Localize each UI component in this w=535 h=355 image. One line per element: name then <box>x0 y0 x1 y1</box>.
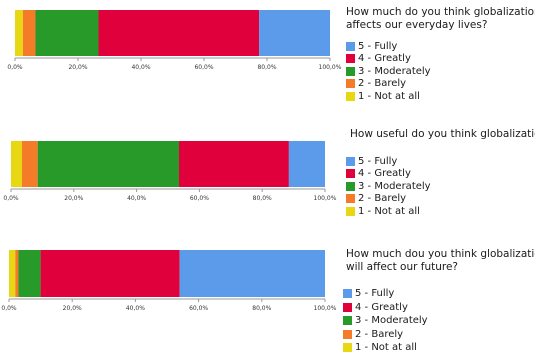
legend-item-5-fully: 5 - Fully <box>346 155 431 168</box>
legend-label: 5 - Fully <box>358 40 398 52</box>
x-tick-label: 100,0% <box>314 195 337 202</box>
x-tick-label: 0,0% <box>7 64 23 71</box>
legend-item-5-fully: 5 - Fully <box>343 287 428 301</box>
legend-label: 2 - Barely <box>355 328 404 340</box>
x-tick-label: 100,0% <box>314 305 337 312</box>
legend-label: 4 - Greatly <box>358 168 411 180</box>
legend-1: 5 - Fully 4 - Greatly 3 - Moderately 2 - Ba… <box>346 40 431 103</box>
legend-label: 1 - Not at all <box>358 90 420 102</box>
legend-2: 5 - Fully 4 - Greatly 3 - Moderately 2 - Ba… <box>346 155 431 218</box>
x-tick-label: 60,0% <box>194 64 213 71</box>
legend-swatch <box>346 169 355 179</box>
chart-title-1: How much do you think globalization affe… <box>346 6 535 32</box>
legend-3: 5 - Fully 4 - Greatly 3 - Moderately 2 - Ba… <box>343 287 428 355</box>
bar-segment-1-not-at-all <box>15 10 23 56</box>
x-tick-label: 40,0% <box>126 305 145 312</box>
chart-panel-2: 0,0% 20,0% 40,0% 60,0% 80,0% 100,0% How usefu… <box>0 120 535 235</box>
legend-item-3-moderately: 3 - Moderately <box>346 180 431 193</box>
bar-segment-2-barely <box>21 141 38 187</box>
legend-item-4-greatly: 4 - Greatly <box>346 168 431 181</box>
legend-swatch <box>346 194 355 204</box>
legend-swatch <box>346 41 355 51</box>
chart-panel-3: 0,0% 20,0% 40,0% 60,0% 80,0% 100,0% How much … <box>0 235 535 355</box>
legend-item-1-not-at-all: 1 - Not at all <box>343 341 428 355</box>
legend-label: 4 - Greatly <box>355 301 408 313</box>
legend-label: 2 - Barely <box>358 78 407 90</box>
legend-item-5-fully: 5 - Fully <box>346 40 431 53</box>
x-tick-label: 0,0% <box>3 195 19 202</box>
legend-label: 3 - Moderately <box>358 65 431 77</box>
legend-item-1-not-at-all: 1 - Not at all <box>346 90 431 103</box>
x-tick-label: 0,0% <box>1 305 17 312</box>
bar-segment-2-barely <box>22 10 36 56</box>
bar-segment-1-not-at-all <box>11 141 22 187</box>
legend-swatch <box>343 343 352 353</box>
chart-panel-1: 0,0% 20,0% 40,0% 60,0% 80,0% 100,0% How much … <box>0 0 535 120</box>
chart-title-1-line-2: affects our everyday lives? <box>346 19 488 31</box>
stacked-bar-chart-2: 0,0% 20,0% 40,0% 60,0% 80,0% 100,0% <box>3 141 337 202</box>
x-tick-label: 40,0% <box>131 64 150 71</box>
stacked-bar-chart-3: 0,0% 20,0% 40,0% 60,0% 80,0% 100,0% <box>1 250 337 312</box>
legend-item-3-moderately: 3 - Moderately <box>343 314 428 328</box>
legend-swatch <box>346 66 355 76</box>
legend-label: 1 - Not at all <box>355 342 417 354</box>
legend-swatch <box>346 181 355 191</box>
bar-segment-5-fully <box>259 10 330 56</box>
chart-title-1-line-1: How much do you think globalization <box>346 6 535 18</box>
x-tick-label: 80,0% <box>253 195 272 202</box>
legend-item-2-barely: 2 - Barely <box>346 193 431 206</box>
legend-label: 3 - Moderately <box>355 315 428 327</box>
legend-label: 5 - Fully <box>355 288 395 300</box>
bar-segment-4-greatly <box>98 10 260 56</box>
legend-item-4-greatly: 4 - Greatly <box>343 301 428 315</box>
chart-title-3: How much dou you think globalization wil… <box>346 248 535 274</box>
x-tick-label: 80,0% <box>252 305 271 312</box>
legend-item-3-moderately: 3 - Moderately <box>346 65 431 78</box>
bar-segment-2-barely <box>15 250 19 297</box>
bar-segment-5-fully <box>288 141 325 187</box>
bar-segment-3-moderately <box>35 10 99 56</box>
legend-item-4-greatly: 4 - Greatly <box>346 53 431 66</box>
x-tick-label: 100,0% <box>319 64 342 71</box>
legend-swatch <box>346 79 355 89</box>
bar-segment-3-moderately <box>37 141 179 187</box>
legend-item-2-barely: 2 - Barely <box>346 78 431 91</box>
legend-swatch <box>343 316 352 326</box>
x-tick-label: 60,0% <box>190 195 209 202</box>
legend-item-1-not-at-all: 1 - Not at all <box>346 205 431 218</box>
chart-title-3-line-1: How much dou you think globalization <box>346 248 535 260</box>
bar-segment-4-greatly <box>178 141 289 187</box>
bar-segment-5-fully <box>179 250 325 297</box>
legend-swatch <box>346 206 355 216</box>
legend-label: 2 - Barely <box>358 193 407 205</box>
legend-label: 5 - Fully <box>358 155 398 167</box>
legend-swatch <box>346 91 355 101</box>
legend-item-2-barely: 2 - Barely <box>343 328 428 342</box>
legend-label: 3 - Moderately <box>358 180 431 192</box>
bar-segment-1-not-at-all <box>9 250 16 297</box>
x-tick-label: 20,0% <box>64 195 83 202</box>
chart-title-2-line-1: How useful do you think globalization <box>350 128 535 140</box>
legend-swatch <box>346 54 355 64</box>
legend-swatch <box>346 156 355 166</box>
legend-swatch <box>343 289 352 299</box>
legend-label: 1 - Not at all <box>358 205 420 217</box>
bar-segment-4-greatly <box>40 250 180 297</box>
x-tick-label: 20,0% <box>68 64 87 71</box>
stacked-bar-chart-1: 0,0% 20,0% 40,0% 60,0% 80,0% 100,0% <box>7 10 342 71</box>
x-tick-label: 40,0% <box>127 195 146 202</box>
legend-swatch <box>343 302 352 312</box>
legend-swatch <box>343 329 352 339</box>
bar-segment-3-moderately <box>18 250 41 297</box>
chart-title-3-line-2: will affect our future? <box>346 261 459 273</box>
x-tick-label: 80,0% <box>257 64 276 71</box>
legend-label: 4 - Greatly <box>358 53 411 65</box>
chart-title-2: How useful do you think globalization <box>350 128 535 141</box>
x-tick-label: 20,0% <box>63 305 82 312</box>
x-tick-label: 60,0% <box>189 305 208 312</box>
